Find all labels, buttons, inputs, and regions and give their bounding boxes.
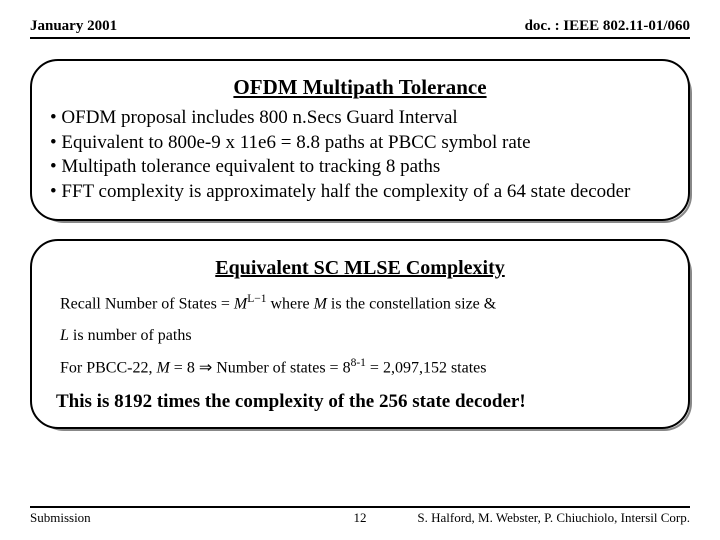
bullet-line: • FFT complexity is approximately half t… [50,180,670,205]
exp: 8-1 [351,357,366,369]
box1-bullets: • OFDM proposal includes 800 n.Secs Guar… [50,106,670,205]
footer-page-number: 12 [354,510,367,526]
math-line-recall: Recall Number of States = ML−1 where M i… [60,290,670,317]
bullet-line: • Equivalent to 800e-9 x 11e6 = 8.8 path… [50,131,670,156]
footer-left: Submission [30,510,91,526]
var-M: M [156,360,169,377]
box1-title: OFDM Multipath Tolerance [50,75,670,100]
header-docnum: doc. : IEEE 802.11-01/060 [525,18,690,35]
var-M: M [234,295,247,312]
slide-header: January 2001 doc. : IEEE 802.11-01/060 [30,18,690,39]
text: is number of paths [69,327,192,344]
bullet-line: • OFDM proposal includes 800 n.Secs Guar… [50,106,670,131]
conclusion-text: This is 8192 times the complexity of the… [50,391,670,413]
exp: L−1 [247,293,266,305]
text: = 2,097,152 states [366,360,487,377]
text: Number of states = 8 [212,360,350,377]
text: = 8 [170,360,199,377]
math-line-pbcc: For PBCC-22, M = 8 ⇒ Number of states = … [60,354,670,381]
var-L: L [60,327,69,344]
var-M: M [314,295,327,312]
math-block: Recall Number of States = ML−1 where M i… [50,290,670,381]
implies-arrow: ⇒ [199,360,212,377]
bullet-line: • Multipath tolerance equivalent to trac… [50,155,670,180]
box-mlse-complexity: Equivalent SC MLSE Complexity Recall Num… [30,239,690,429]
footer-authors: S. Halford, M. Webster, P. Chiuchiolo, I… [417,510,690,526]
box-ofdm-tolerance: OFDM Multipath Tolerance • OFDM proposal… [30,59,690,221]
box2-title: Equivalent SC MLSE Complexity [50,257,670,280]
text: where [267,295,314,312]
text: is the constellation size & [327,295,496,312]
header-date: January 2001 [30,18,117,35]
slide-footer: Submission 12 S. Halford, M. Webster, P.… [30,506,690,526]
text: For PBCC-22, [60,360,156,377]
math-line-L: L is number of paths [60,323,670,349]
text: Recall Number of States = [60,295,234,312]
